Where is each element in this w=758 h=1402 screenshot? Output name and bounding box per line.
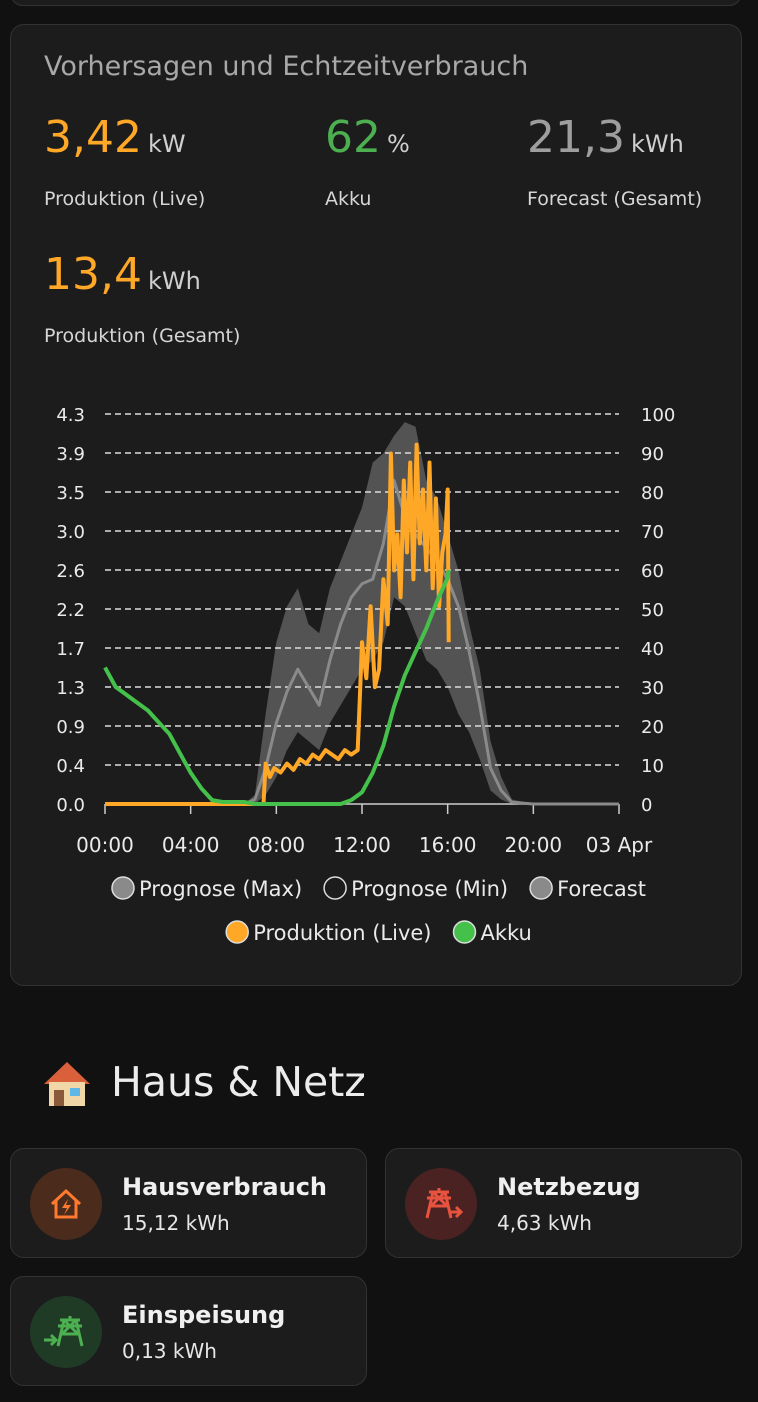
stat-value: 21,3 — [527, 112, 625, 163]
series-area — [105, 422, 619, 804]
stat-unit: % — [387, 130, 410, 158]
y-tick-label: 4.3 — [56, 405, 85, 426]
y-tick-label: 2.2 — [56, 600, 85, 621]
legend-marker — [529, 876, 553, 900]
legend-label: Prognose (Max) — [139, 877, 302, 901]
stat-unit: kWh — [630, 130, 684, 158]
section-title: Haus & Netz — [111, 1058, 366, 1106]
tile[interactable]: Einspeisung 0,13 kWh — [10, 1276, 367, 1386]
y2-tick-label: 60 — [641, 561, 664, 582]
forecast-card: Vorhersagen und Echtzeitverbrauch — [10, 24, 742, 986]
x-tick-label: 04:00 — [162, 833, 220, 857]
card-title: Vorhersagen und Echtzeitverbrauch — [44, 51, 529, 82]
y2-tick-label: 10 — [641, 756, 664, 777]
stat: 21,3 kWh — [527, 112, 684, 163]
tile[interactable]: Netzbezug 4,63 kWh — [385, 1148, 742, 1258]
tile-value: 15,12 kWh — [122, 1211, 230, 1235]
legend-item[interactable]: Produktion (Live) — [225, 920, 431, 945]
x-tick-label: 16:00 — [419, 833, 477, 857]
legend-item[interactable]: Forecast — [529, 876, 646, 901]
legend-item[interactable]: Prognose (Max) — [111, 876, 302, 901]
stat: 62% — [325, 112, 410, 163]
tile-name: Hausverbrauch — [122, 1173, 328, 1201]
series-area — [105, 597, 619, 804]
legend-label: Produktion (Live) — [253, 921, 431, 945]
legend-item[interactable]: Akku — [452, 920, 532, 945]
legend-marker — [452, 920, 477, 944]
tile-name: Einspeisung — [122, 1301, 286, 1329]
y-tick-label: 3.5 — [56, 483, 85, 504]
y-tick-label: 0.9 — [56, 717, 85, 738]
y-tick-label: 0.4 — [56, 756, 85, 777]
stat-label: Forecast (Gesamt) — [527, 188, 703, 210]
stat-value: 62 — [325, 112, 381, 163]
legend-item[interactable]: Prognose (Min) — [323, 876, 508, 901]
x-tick-label: 08:00 — [248, 833, 306, 857]
y-tick-label: 1.7 — [56, 639, 85, 660]
x-tick-label: 03 Apr — [586, 833, 653, 857]
y2-tick-label: 70 — [641, 522, 664, 543]
stat-unit: kW — [147, 130, 186, 158]
x-tick-label: 20:00 — [505, 833, 563, 857]
y2-tick-label: 30 — [641, 678, 664, 699]
tile-value: 0,13 kWh — [122, 1339, 217, 1363]
y-tick-label: 1.3 — [56, 678, 85, 699]
chart: 0.0 0.4 0.9 1.3 1.7 2.2 2.6 3.0 3.5 3.9 4.3 0 10 20 30… — [56, 405, 675, 945]
y-tick-label: 3.9 — [56, 444, 85, 465]
tile-icon — [30, 1168, 102, 1240]
y2-tick-label: 100 — [641, 405, 675, 426]
stat-label: Produktion (Gesamt) — [44, 325, 241, 347]
stat-label: Akku — [325, 188, 372, 210]
y-tick-label: 2.6 — [56, 561, 85, 582]
stat-value: 13,4 — [44, 249, 142, 300]
y2-tick-label: 50 — [641, 600, 664, 621]
y2-tick-label: 20 — [641, 717, 664, 738]
series-line — [103, 569, 451, 806]
series-line — [105, 442, 451, 806]
tile-value: 4,63 kWh — [497, 1211, 592, 1235]
y2-tick-label: 90 — [641, 444, 664, 465]
stat: 3,42 kW — [44, 112, 186, 163]
house-icon — [44, 1062, 90, 1106]
legend-marker — [111, 876, 135, 900]
y2-tick-label: 80 — [641, 483, 664, 504]
legend-label: Prognose (Min) — [351, 877, 508, 901]
series-line — [105, 479, 619, 806]
tile-name: Netzbezug — [497, 1173, 641, 1201]
stat-value: 3,42 — [44, 112, 142, 163]
x-tick-label: 12:00 — [333, 833, 391, 857]
y-tick-label: 0.0 — [56, 795, 85, 816]
stat-label: Produktion (Live) — [44, 188, 206, 210]
tile-icon — [405, 1168, 477, 1240]
y2-tick-label: 40 — [641, 639, 664, 660]
legend-label: Akku — [481, 921, 532, 945]
y2-tick-label: 0 — [641, 795, 652, 816]
legend-label: Forecast — [557, 877, 646, 901]
legend-marker — [225, 920, 249, 944]
x-tick-label: 00:00 — [76, 833, 134, 857]
stat-unit: kWh — [147, 267, 201, 295]
y-tick-label: 3.0 — [56, 522, 85, 543]
stat: 13,4 kWh — [44, 249, 201, 300]
tile[interactable]: Hausverbrauch 15,12 kWh — [10, 1148, 367, 1258]
tile-icon — [30, 1296, 102, 1368]
legend-marker — [323, 876, 347, 900]
